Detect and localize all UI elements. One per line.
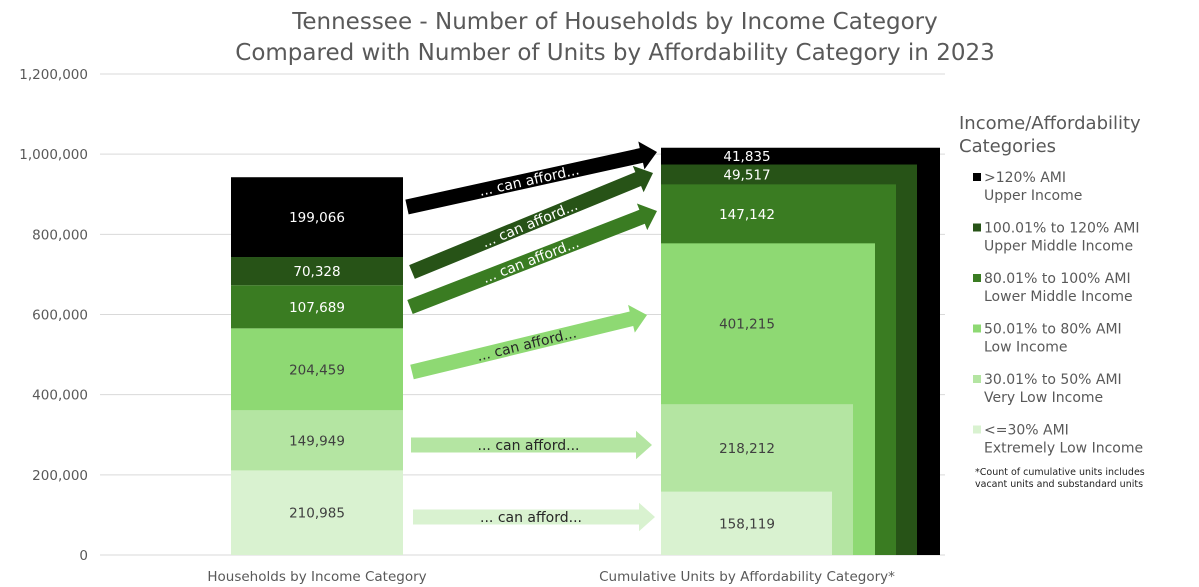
legend-item: 100.01% to 120% AMI Upper Middle Income [973,221,1140,255]
household-segment [231,177,403,258]
unit-segment-label: 147,142 [719,207,775,223]
legend-item-range: <=30% AMI [984,423,1069,439]
y-tick-label: 0 [79,548,88,564]
arrow-label: ... can afford... [478,162,581,200]
legend-swatch [973,375,981,383]
chart-title-line-1: Tennessee - Number of Households by Inco… [291,9,938,35]
arrow-label: ... can afford... [475,325,578,365]
household-segment-label: 204,459 [289,362,345,378]
legend-swatch [973,223,981,232]
household-segment [231,328,403,411]
x-category-households: Households by Income Category [207,569,426,585]
households-bar: 210,985 149,949 204,459 107,689 70,328 199,06… [231,177,403,555]
y-tick-label: 1,200,000 [19,67,88,83]
legend-item-range: 80.01% to 100% AMI [984,271,1131,287]
arrow-shape [407,203,657,314]
legend-item-label: Low Income [984,340,1068,356]
legend-swatch [973,324,981,333]
x-category-units: Cumulative Units by Affordability Catego… [599,569,895,585]
household-segment-label: 70,328 [293,264,340,280]
household-segment [231,257,403,286]
legend-item-range: 100.01% to 120% AMI [984,221,1140,237]
y-tick-label: 200,000 [32,468,88,484]
unit-segment-label: 158,119 [719,516,775,532]
arrow-shape [409,165,654,279]
legend-item: >120% AMI Upper Income [973,170,1082,204]
legend-item: <=30% AMI Extremely Low Income [973,423,1143,457]
household-segment [231,470,403,555]
y-tick-label: 1,000,000 [19,147,88,163]
household-segment-label: 199,066 [289,210,345,226]
arrow-shape [413,502,655,532]
arrow-shape [405,141,658,215]
arrow-shape [410,304,648,380]
can-afford-arrow: ... can afford... [413,502,655,532]
y-tick-label: 400,000 [32,388,88,404]
affordability-arrows: ... can afford... ... can afford... ... ca… [405,141,658,532]
arrow-label: ... can afford... [478,438,580,454]
footnote-line-2: vacant units and substandard units [975,479,1143,490]
legend-item-label: Upper Income [984,188,1082,204]
chart-title: Tennessee - Number of Households by Inco… [235,9,994,66]
legend-item-range: >120% AMI [984,170,1066,186]
unit-cumulative-bar [661,491,832,555]
legend: Income/Affordability Categories >120% AM… [959,113,1143,457]
legend-swatch [973,173,981,181]
arrow-label: ... can afford... [480,510,582,526]
legend-title-line-1: Income/Affordability [959,113,1141,134]
legend-swatch [973,274,981,282]
footnote-line-1: *Count of cumulative units includes [975,467,1145,478]
arrow-shape [411,430,652,460]
legend-item-range: 30.01% to 50% AMI [984,372,1122,388]
unit-segment-label: 401,215 [719,317,775,333]
legend-item: 80.01% to 100% AMI Lower Middle Income [973,271,1133,305]
legend-item-range: 50.01% to 80% AMI [984,322,1122,338]
footnote: *Count of cumulative units includes vaca… [975,467,1145,490]
unit-segment-label: 218,212 [719,441,775,457]
legend-swatch [973,425,981,434]
legend-item: 30.01% to 50% AMI Very Low Income [973,372,1122,406]
y-axis: 0 200,000 400,000 600,000 800,000 1,000,000 1,… [19,67,88,564]
household-segment [231,285,403,329]
legend-item-label: Very Low Income [984,390,1103,406]
chart-title-line-2: Compared with Number of Units by Afforda… [235,40,994,66]
can-afford-arrow: ... can afford... [410,304,648,380]
x-axis: Households by Income Category Cumulative… [207,569,895,585]
legend-item-label: Lower Middle Income [984,289,1133,305]
household-segment-label: 107,689 [289,300,345,316]
legend-title-line-2: Categories [959,136,1056,157]
y-tick-label: 800,000 [32,227,88,243]
y-tick-label: 600,000 [32,308,88,324]
unit-segment-label: 41,835 [723,149,770,165]
household-segment-label: 210,985 [289,506,345,522]
can-afford-arrow: ... can afford... [411,430,652,460]
household-segment-label: 149,949 [289,433,345,449]
unit-segment-label: 49,517 [723,167,770,183]
legend-item-label: Extremely Low Income [984,441,1143,457]
legend-item: 50.01% to 80% AMI Low Income [973,322,1122,356]
units-bar: 158,119 218,212 401,215 147,142 49,517 41,835 [661,147,940,555]
legend-item-label: Upper Middle Income [984,239,1133,255]
household-segment [231,410,403,471]
